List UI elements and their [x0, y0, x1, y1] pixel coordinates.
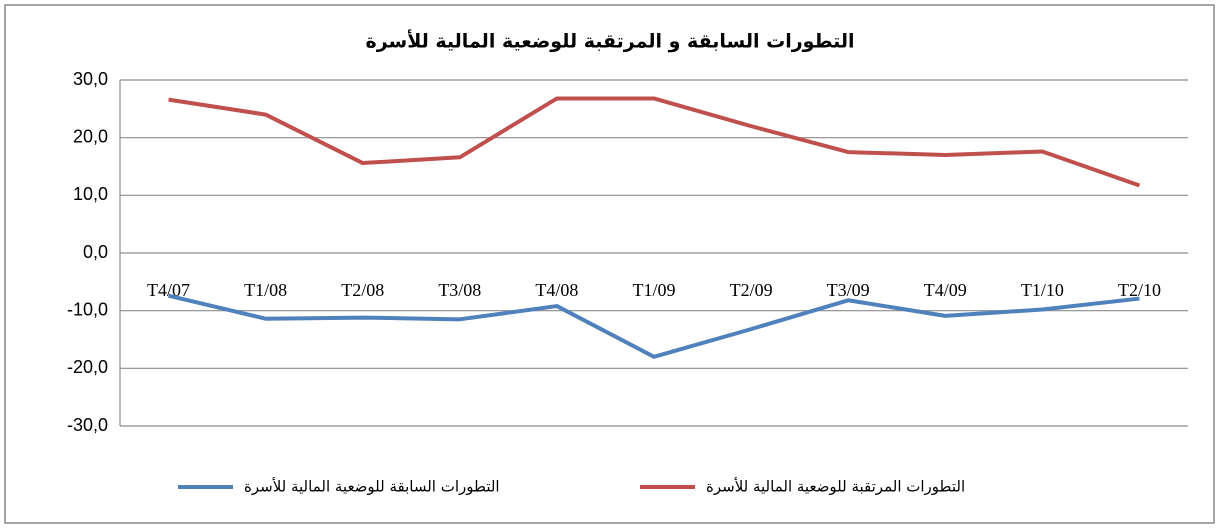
x-tick-label: T4/07: [147, 280, 190, 300]
x-tick-label: T2/10: [1118, 280, 1161, 300]
y-tick-label: -30,0: [67, 415, 108, 435]
chart-title: التطورات السابقة و المرتقبة للوضعية الما…: [366, 30, 855, 53]
y-tick-label: 10,0: [73, 184, 108, 204]
x-tick-label: T3/09: [827, 280, 870, 300]
y-tick-label: -20,0: [67, 357, 108, 377]
y-tick-label: 30,0: [73, 69, 108, 89]
line-series: [168, 96, 1141, 188]
x-tick-label: T1/10: [1021, 280, 1064, 300]
legend-label: التطورات السابقة للوضعية المالية للأسرة: [244, 477, 500, 496]
x-tick-label: T4/09: [924, 280, 967, 300]
x-tick-label: T4/08: [535, 280, 578, 300]
line-series: [168, 293, 1140, 359]
chart-frame: [4, 4, 1215, 524]
x-tick-label: T2/09: [730, 280, 773, 300]
y-tick-label: -10,0: [67, 299, 108, 319]
x-tick-label: T2/08: [341, 280, 384, 300]
x-tick-label: T3/08: [438, 280, 481, 300]
x-tick-label: T1/08: [244, 280, 287, 300]
legend-label: التطورات المرتقبة للوضعية المالية للأسرة: [706, 477, 965, 496]
x-tick-label: T1/09: [633, 280, 676, 300]
y-tick-label: 20,0: [73, 126, 108, 146]
y-tick-label: 0,0: [83, 242, 108, 262]
